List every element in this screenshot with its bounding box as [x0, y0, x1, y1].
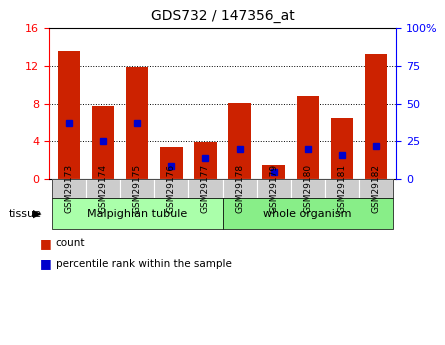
Text: GSM29181: GSM29181: [337, 164, 346, 214]
Text: GSM29175: GSM29175: [133, 164, 142, 214]
Text: Malpighian tubule: Malpighian tubule: [87, 209, 187, 219]
Text: GSM29174: GSM29174: [99, 164, 108, 214]
Bar: [296, 96, 319, 179]
Text: GSM29178: GSM29178: [235, 164, 244, 214]
Bar: [364, 54, 387, 179]
Text: percentile rank within the sample: percentile rank within the sample: [56, 259, 231, 269]
Text: ▶: ▶: [33, 209, 42, 219]
Text: whole organism: whole organism: [263, 209, 352, 219]
Text: GSM29177: GSM29177: [201, 164, 210, 214]
Bar: [331, 118, 353, 179]
Bar: [93, 106, 114, 179]
Text: GSM29176: GSM29176: [167, 164, 176, 214]
Text: ■: ■: [40, 257, 52, 270]
Bar: [126, 68, 149, 179]
Bar: [228, 102, 251, 179]
Text: GSM29179: GSM29179: [269, 164, 278, 214]
Bar: [194, 142, 217, 179]
Bar: [160, 147, 182, 179]
Text: GDS732 / 147356_at: GDS732 / 147356_at: [150, 9, 295, 23]
Text: tissue: tissue: [9, 209, 42, 219]
Text: GSM29182: GSM29182: [371, 164, 380, 214]
Text: ■: ■: [40, 237, 52, 250]
Text: GSM29173: GSM29173: [65, 164, 74, 214]
Bar: [263, 165, 285, 179]
Bar: [58, 51, 81, 179]
Text: GSM29180: GSM29180: [303, 164, 312, 214]
Text: count: count: [56, 238, 85, 248]
